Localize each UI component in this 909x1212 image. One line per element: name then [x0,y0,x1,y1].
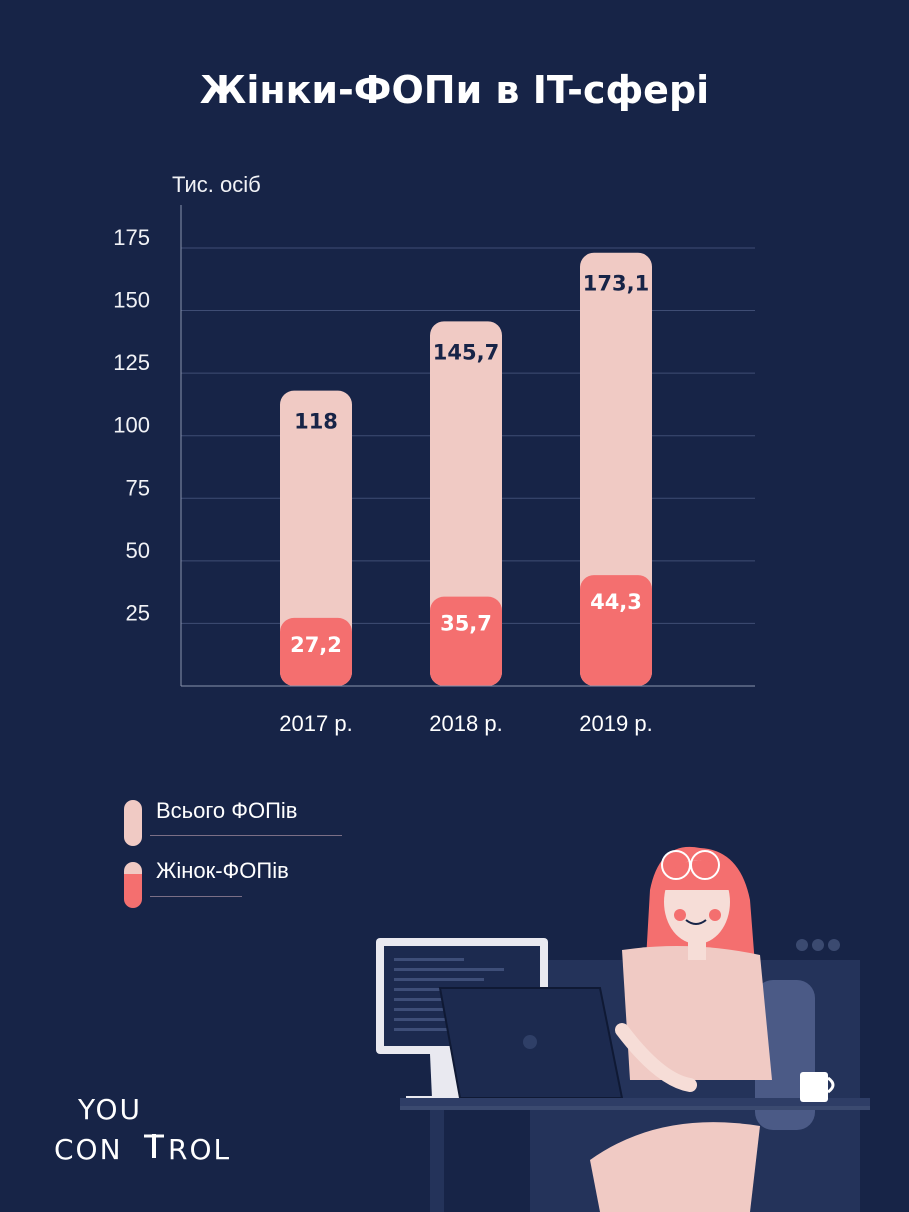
y-tick-label: 25 [126,600,150,625]
data-label-total: 173,1 [583,272,649,296]
bar-total [280,390,352,686]
bar-women [280,617,352,686]
y-tick-label: 100 [113,413,150,438]
data-label-women: 27,2 [290,633,342,657]
legend-label-women: Жінок-ФОПів [156,858,289,883]
legend-divider [150,896,242,897]
svg-text:CON: CON [54,1133,123,1166]
x-tick-label: 2018 р. [429,711,502,736]
legend-swatch-total [124,800,142,846]
y-tick-label: 125 [113,350,150,375]
data-label-total: 118 [294,410,338,434]
bar-women [430,596,502,686]
youcontrol-logo: YOU CON ROL [54,1093,231,1166]
svg-text:YOU: YOU [77,1093,142,1126]
data-label-women: 44,3 [590,590,642,614]
bars: 118 27,2 145,7 35,7 173,1 44,3 [280,252,652,686]
y-tick-label: 175 [113,225,150,250]
bar-women [580,575,652,686]
svg-text:ROL: ROL [168,1133,231,1166]
data-label-women: 35,7 [440,612,492,636]
x-tick-label: 2017 р. [279,711,352,736]
woman-at-computer-illustration [376,846,870,1212]
x-tick-label: 2019 р. [579,711,652,736]
chart-title: Жінки-ФОПи в IT-сфері [199,68,710,112]
x-axis: 2017 р. 2018 р. 2019 р. [181,685,755,736]
y-tick-label: 75 [126,475,150,500]
y-axis-label: Тис. осіб [172,172,261,197]
bar-chart: 25 50 75 100 125 150 175 118 27,2 145,7 35,7 173,1… [113,205,755,736]
legend-divider [150,835,342,836]
y-tick-label: 150 [113,288,150,313]
bar-total [430,321,502,686]
legend-swatch-women [124,862,142,908]
legend-label-total: Всього ФОПів [156,798,298,823]
y-axis: 25 50 75 100 125 150 175 [113,205,182,686]
data-label-total: 145,7 [433,340,499,364]
y-tick-label: 50 [126,538,150,563]
